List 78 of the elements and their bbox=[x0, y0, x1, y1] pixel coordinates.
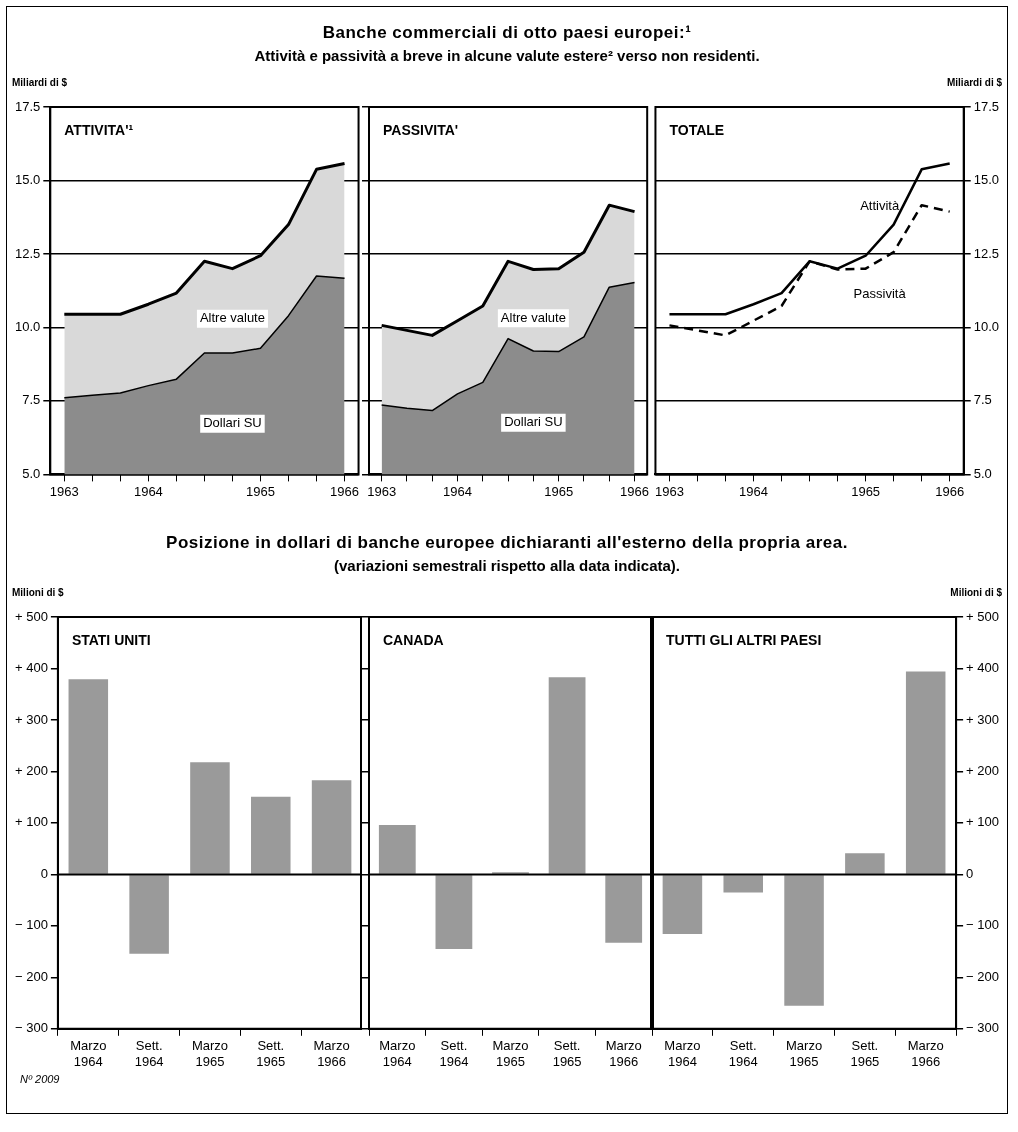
y-tick-label: + 100 bbox=[14, 814, 48, 830]
y-tick-label: 10.0 bbox=[14, 319, 41, 335]
y-tick-label: + 300 bbox=[14, 711, 48, 727]
y-tick-label: − 300 bbox=[14, 1020, 48, 1036]
chart-subtitle: (variazioni semestrali rispetto alla data indicata). bbox=[333, 557, 681, 574]
y2-tick-label: + 200 bbox=[966, 763, 1000, 778]
y2-tick-label: − 100 bbox=[966, 917, 1000, 933]
y-tick-label: 7.5 bbox=[22, 392, 41, 408]
y-tick-label: − 200 bbox=[14, 968, 48, 984]
annotation: TOTALE bbox=[669, 121, 725, 138]
series-label: Altre valute bbox=[500, 309, 566, 325]
y-tick-label: 15.0 bbox=[14, 172, 41, 188]
series-label: Dollari SU bbox=[504, 414, 563, 430]
y2-tick-label: 10.0 bbox=[973, 319, 1000, 335]
x-tick-label: Marzo 1964 bbox=[379, 1038, 416, 1069]
x-tick-label: Sett. 1965 bbox=[552, 1038, 582, 1069]
y-tick-label: 5.0 bbox=[22, 465, 41, 481]
x-tick-label: 1966 bbox=[620, 483, 649, 499]
annotation: ATTIVITA'¹ bbox=[64, 121, 134, 138]
y2-tick-label: + 500 bbox=[966, 608, 1000, 624]
x-tick-label: Marzo 1966 bbox=[313, 1038, 350, 1069]
x-tick-label: Sett. 1964 bbox=[728, 1038, 758, 1069]
chart-title: Banche commerciali di otto paesi europei:¹ bbox=[321, 23, 693, 43]
y2-tick-label: 0 bbox=[966, 865, 974, 881]
x-tick-label: Marzo 1964 bbox=[70, 1038, 107, 1069]
x-tick-label: Marzo 1964 bbox=[664, 1038, 701, 1069]
y2-tick-label: 17.5 bbox=[973, 98, 1000, 114]
annotation: PASSIVITA' bbox=[383, 121, 459, 138]
x-tick-label: 1963 bbox=[655, 483, 684, 499]
y2-tick-label: 12.5 bbox=[973, 245, 1000, 261]
x-tick-label: Sett. 1965 bbox=[256, 1038, 286, 1069]
series-label: Altre valute bbox=[199, 310, 265, 326]
y2-tick-label: − 200 bbox=[966, 968, 1000, 984]
x-tick-label: Marzo 1965 bbox=[785, 1038, 823, 1069]
y2-tick-label: 5.0 bbox=[973, 465, 992, 481]
y-tick-label: + 200 bbox=[14, 763, 48, 778]
x-tick-label: 1965 bbox=[851, 483, 881, 499]
x-tick-label: 1966 bbox=[935, 483, 965, 499]
y-axis-title: Miliardi di $ bbox=[12, 77, 68, 90]
y2-tick-label: + 300 bbox=[966, 711, 1000, 727]
x-tick-label: 1963 bbox=[367, 483, 397, 499]
x-tick-label: Marzo 1965 bbox=[492, 1038, 529, 1069]
y2-tick-label: 15.0 bbox=[973, 172, 1000, 188]
y-tick-label: + 400 bbox=[14, 660, 48, 676]
y2-tick-label: + 100 bbox=[966, 814, 1000, 830]
y2-axis-title: Miliardi di $ bbox=[946, 77, 1002, 90]
x-tick-label: Sett. 1964 bbox=[439, 1038, 469, 1069]
y-tick-label: 17.5 bbox=[14, 98, 41, 114]
x-tick-label: 1964 bbox=[443, 483, 472, 499]
chart-subtitle: Attività e passività a breve in alcune valute estere² verso non residenti. bbox=[253, 47, 761, 64]
x-tick-label: Sett. 1965 bbox=[850, 1038, 880, 1069]
series-label: Attività bbox=[860, 197, 900, 213]
y-tick-label: 0 bbox=[40, 865, 48, 881]
x-tick-label: Marzo 1966 bbox=[907, 1038, 944, 1069]
y-tick-label: − 100 bbox=[14, 917, 48, 933]
y2-tick-label: − 300 bbox=[966, 1020, 1000, 1036]
y-axis-title: Milioni di $ bbox=[12, 587, 64, 600]
x-tick-label: 1964 bbox=[739, 483, 768, 499]
x-tick-label: Marzo 1965 bbox=[191, 1038, 229, 1069]
y-tick-label: 12.5 bbox=[14, 245, 41, 261]
x-tick-label: 1964 bbox=[133, 483, 163, 499]
y2-axis-title: Milioni di $ bbox=[950, 587, 1002, 600]
series-label: Passività bbox=[853, 286, 907, 301]
y2-tick-label: + 400 bbox=[966, 660, 1000, 676]
annotation: TUTTI GLI ALTRI PAESI bbox=[666, 631, 822, 648]
x-tick-label: 1966 bbox=[330, 483, 359, 499]
annotation: CANADA bbox=[383, 631, 444, 648]
annotation: STATI UNITI bbox=[71, 631, 151, 648]
x-tick-label: 1965 bbox=[246, 483, 275, 499]
x-tick-label: 1965 bbox=[544, 483, 574, 499]
y-tick-label: + 500 bbox=[14, 608, 48, 624]
x-tick-label: Marzo 1966 bbox=[605, 1038, 642, 1069]
series-label: Dollari SU bbox=[203, 415, 262, 431]
y2-tick-label: 7.5 bbox=[973, 392, 992, 408]
x-tick-label: 1963 bbox=[49, 483, 79, 499]
text: Nº 2009 bbox=[19, 1073, 61, 1087]
chart-title: Posizione in dollari di banche europee dichiaranti all'esterno della propria area. bbox=[165, 533, 849, 553]
x-tick-label: Sett. 1964 bbox=[134, 1038, 164, 1069]
